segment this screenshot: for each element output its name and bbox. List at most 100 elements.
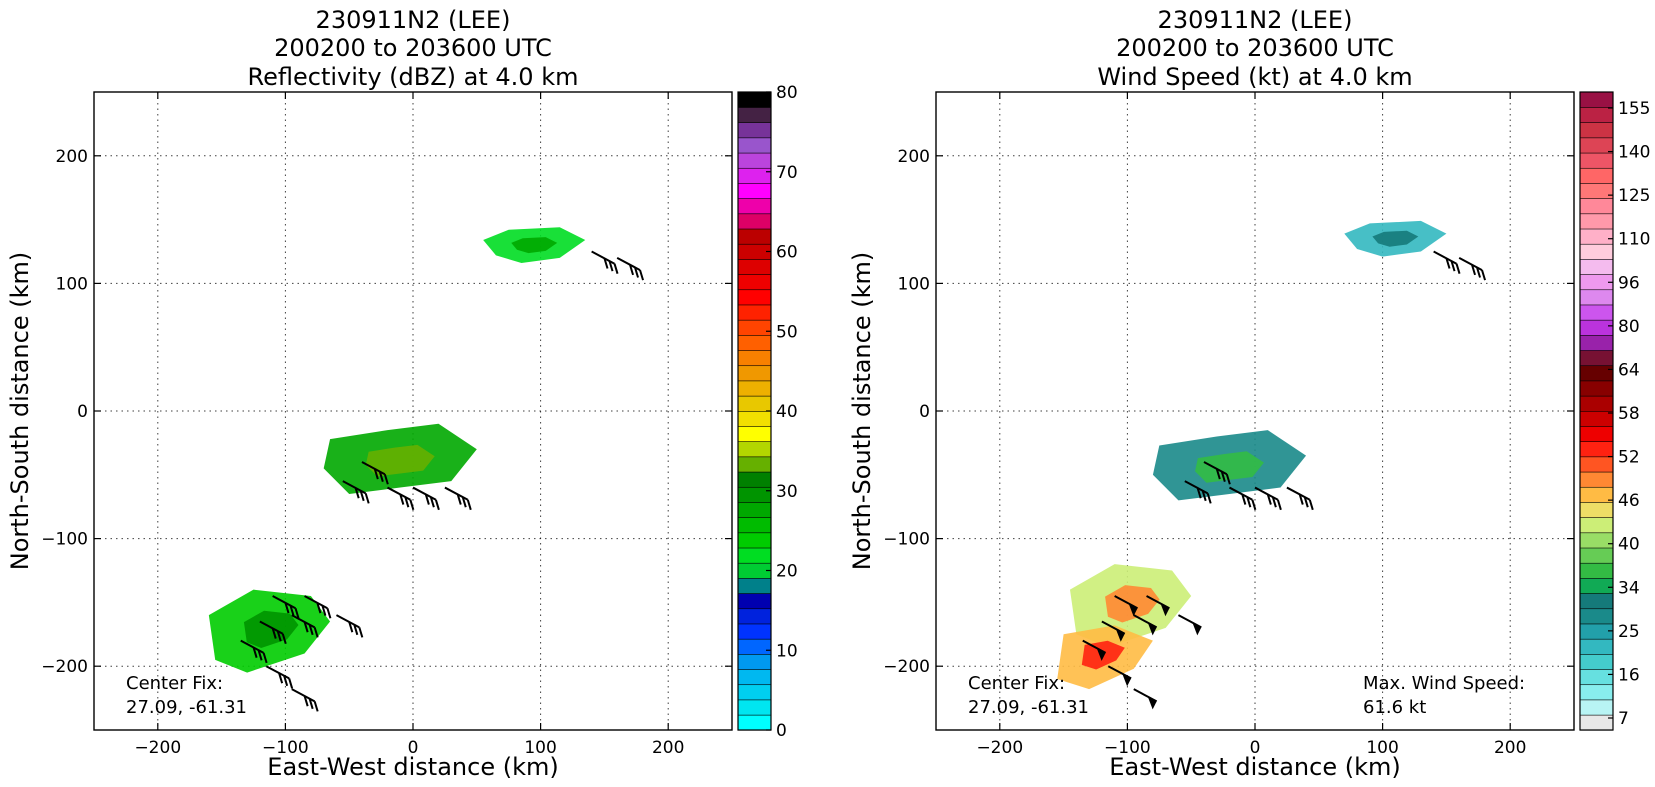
wind-barb (1101, 620, 1126, 642)
wind-barb-feather (308, 624, 314, 636)
wind-barb-feather (634, 267, 639, 278)
wind-barb (591, 250, 619, 275)
wind-barb-feather (313, 627, 319, 638)
wind-barb-feather (288, 678, 294, 689)
y-tick-label: −200 (41, 657, 88, 677)
colorbar-segment (737, 137, 772, 154)
colorbar-segment (737, 365, 772, 382)
wind-barb-feather (1450, 260, 1456, 272)
colorbar-segment (1579, 380, 1614, 397)
colorbar-tick-label: 96 (1618, 273, 1640, 293)
wind-barb-feather (378, 471, 384, 482)
x-tick-label: −100 (262, 738, 309, 758)
colorbar-segment (1579, 304, 1614, 321)
colorbar-tick-label: 30 (776, 482, 798, 502)
colorbar-segment (1579, 289, 1614, 306)
left-echo-field (208, 227, 586, 673)
colorbar-frame (1579, 91, 1614, 731)
colorbar-segment (1579, 608, 1614, 625)
x-tick-label: 0 (408, 738, 419, 758)
wind-barb-feather (1201, 490, 1207, 502)
colorbar-segment (737, 623, 772, 640)
wind-barb-pennant (1096, 647, 1106, 661)
colorbar-segment (1579, 243, 1614, 260)
y-tick-label: 0 (77, 402, 88, 422)
colorbar-segment (1579, 684, 1614, 701)
colorbar-segment (737, 380, 772, 397)
wind-barb (1114, 595, 1138, 617)
colorbar-tick-label: 125 (1618, 186, 1650, 206)
colorbar-segment (1579, 592, 1614, 610)
colorbar-segment (737, 349, 772, 367)
colorbar-segment (737, 198, 772, 215)
right-center-fix-value: 27.09, -61.31 (968, 697, 1089, 718)
wind-barb-feather (1445, 258, 1451, 269)
y-tick-label: 100 (56, 274, 88, 294)
wind-barb-staff (265, 665, 290, 680)
wind-barb-feather (1303, 496, 1309, 508)
wind-barb (291, 688, 319, 712)
wind-barb (1433, 250, 1461, 275)
x-tick-label: 200 (1494, 738, 1526, 758)
wind-barb (444, 486, 472, 511)
colorbar-segment (737, 684, 772, 701)
wind-barb-staff (1286, 486, 1311, 501)
wind-barb-feather (466, 499, 472, 511)
wind-barb-feather (1481, 269, 1486, 281)
wind-barb-feather (629, 264, 634, 276)
wind-barb-feather (326, 607, 332, 619)
colorbar-segment (1579, 167, 1614, 184)
right-title-line-3: Wind Speed (kt) at 4.0 km (1097, 63, 1412, 91)
colorbar-tick-label: 7 (1618, 709, 1629, 729)
wind-barb-feather (409, 499, 415, 511)
data-region-core (1372, 230, 1419, 247)
y-tick-label: −100 (41, 530, 88, 550)
colorbar-segment (737, 441, 772, 458)
wind-barb-feather (639, 269, 644, 281)
wind-barb-pennant (1115, 628, 1125, 642)
colorbar-segment (1579, 319, 1614, 336)
colorbar-tick-label: 10 (776, 641, 798, 661)
colorbar-tick-label: 80 (776, 83, 798, 103)
colorbar-segment (1579, 334, 1614, 351)
colorbar-segment (737, 547, 772, 564)
right-wind-field (1057, 220, 1447, 690)
wind-speed-colorbar: 7 16 25 34 40 46 52 58 64 80 96 110 125 140 155 (1579, 91, 1650, 731)
wind-barb-staff (291, 688, 316, 703)
wind-barb-feather (262, 652, 268, 664)
data-region-core (1105, 585, 1160, 623)
x-tick-label: −200 (976, 738, 1023, 758)
colorbar-tick-label: 46 (1618, 491, 1640, 511)
left-title-line-2: 200200 to 203600 UTC (274, 34, 552, 62)
colorbar-tick-label: 34 (1618, 578, 1640, 598)
right-axis-ticks: −200 −200 −100 −100 0 0 100 100 200 200 (883, 92, 1574, 758)
wind-barb (1107, 665, 1132, 687)
wind-barb-feather (289, 605, 295, 616)
colorbar-segment (1579, 137, 1614, 154)
wind-barb-feather (373, 468, 379, 480)
colorbar-tick-label: 0 (776, 721, 787, 741)
colorbar-segment (737, 182, 772, 199)
wind-barb-feather (461, 496, 467, 508)
colorbar-segment (1579, 714, 1614, 731)
colorbar-segment (1579, 182, 1614, 199)
colorbar-segment (737, 532, 772, 549)
wind-barb-pennant (1147, 696, 1157, 710)
colorbar-segment (737, 699, 772, 716)
wind-barb (412, 486, 440, 511)
colorbar-segment (737, 577, 772, 594)
wind-barb-staff (1458, 256, 1483, 271)
colorbar-tick-label: 40 (1618, 535, 1640, 555)
colorbar-segment (1579, 562, 1614, 579)
colorbar-segment (737, 714, 772, 731)
left-gridlines (94, 92, 732, 730)
wind-barb-feather (1271, 496, 1277, 508)
y-tick-label: −100 (883, 530, 930, 550)
colorbar-segment (737, 425, 772, 442)
colorbar-tick-label: 110 (1618, 230, 1650, 250)
colorbar-tick-label: 58 (1618, 404, 1640, 424)
wind-barb-feather (359, 490, 365, 502)
wind-barb-feather (1298, 494, 1304, 505)
wind-barb-feather (308, 698, 314, 710)
colorbar-segment (737, 289, 772, 306)
